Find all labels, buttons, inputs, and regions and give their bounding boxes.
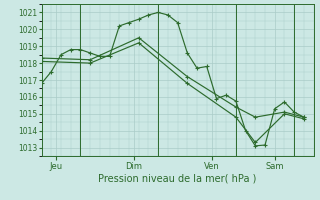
X-axis label: Pression niveau de la mer( hPa ): Pression niveau de la mer( hPa ) (99, 173, 257, 183)
